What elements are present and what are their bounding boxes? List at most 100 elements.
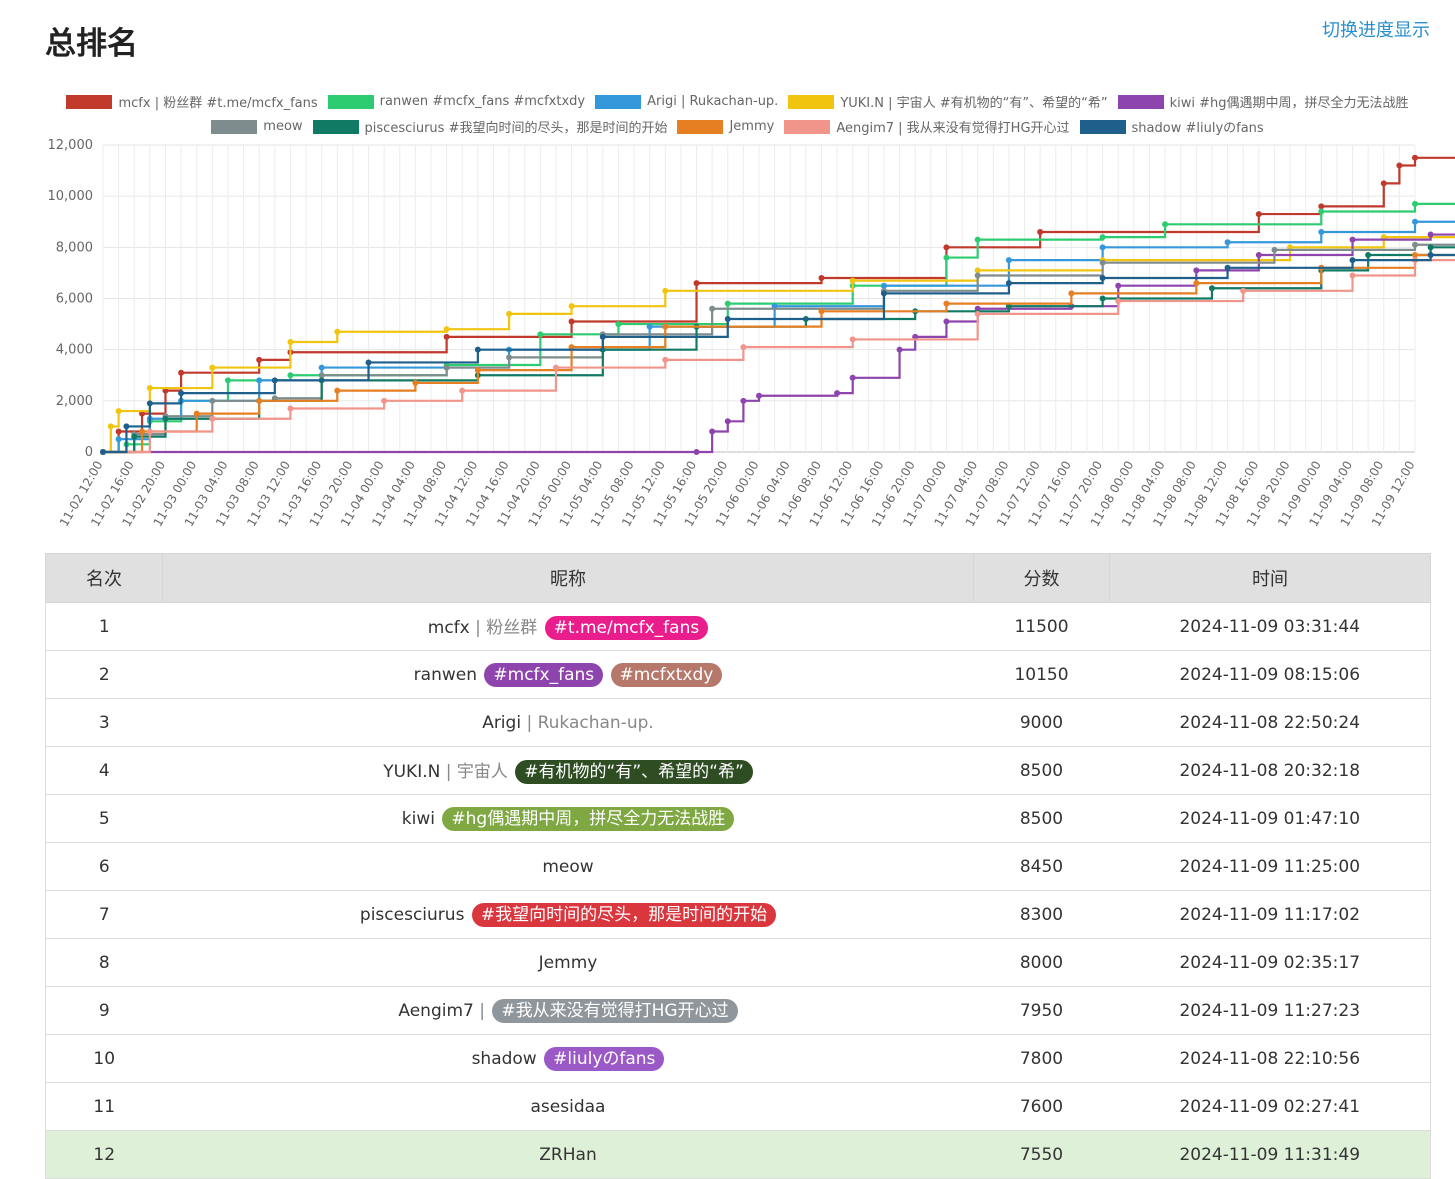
name-cell: Aengim7 | #我从来没有觉得打HG开心过 — [162, 986, 974, 1035]
series-point — [1240, 287, 1247, 294]
series-point — [115, 436, 122, 443]
series-point — [1412, 200, 1418, 207]
series-point — [1427, 252, 1434, 259]
series-point — [974, 236, 981, 243]
series-point — [1005, 257, 1012, 264]
time-cell: 2024-11-09 03:31:44 — [1109, 602, 1431, 651]
series-point — [474, 367, 481, 374]
series-point — [1412, 218, 1418, 225]
tag-badge: #我望向时间的尽头，那是时间的开始 — [471, 902, 777, 927]
player-name: Aengim7 — [398, 1000, 474, 1021]
player-name: mcfx — [427, 618, 470, 638]
series-point — [193, 410, 200, 417]
legend-item[interactable]: piscesciurus #我望向时间的尽头，那是时间的开始 — [312, 117, 667, 136]
legend-swatch — [1079, 119, 1126, 134]
series-point — [880, 290, 887, 297]
series-point — [443, 326, 450, 333]
name-cell: Arigi | Rukachan-up. — [162, 698, 974, 747]
series-point — [224, 377, 231, 384]
legend-swatch — [66, 94, 113, 109]
legend-item[interactable]: Jemmy — [677, 117, 774, 136]
series-point — [271, 377, 278, 384]
tag-badge: #hg偶遇期中周，拼尽全力无法战胜 — [442, 806, 735, 831]
series-point — [318, 372, 325, 379]
score-cell: 9000 — [973, 698, 1110, 747]
time-cell: 2024-11-08 22:10:56 — [1109, 1034, 1431, 1083]
name-cell: shadow #liulyのfans — [162, 1034, 974, 1083]
score-cell: 11500 — [973, 602, 1110, 651]
series-point — [178, 369, 185, 376]
table-row: 6 meow 8450 2024-11-09 11:25:00 — [45, 842, 1431, 891]
series-point — [381, 397, 388, 404]
legend-swatch — [327, 94, 374, 109]
legend-label: Jemmy — [729, 119, 775, 134]
tag-badge: #liulyのfans — [544, 1046, 665, 1071]
series-point — [146, 400, 153, 407]
table-row: 5 kiwi #hg偶遇期中周，拼尽全力无法战胜 8500 2024-11-09 01… — [45, 794, 1431, 843]
player-name: Arigi — [482, 712, 522, 733]
name-cell: kiwi #hg偶遇期中周，拼尽全力无法战胜 — [162, 794, 974, 843]
series-point — [974, 272, 981, 279]
y-tick-label: 0 — [85, 445, 93, 460]
table-row: 4 YUKI.N | 宇宙人 #有机物的“有”、希望的“希” 8500 2024-11… — [45, 746, 1431, 795]
rank-cell: 4 — [45, 746, 163, 795]
player-subtitle: | — [473, 1000, 485, 1021]
legend-label: YUKI.N | 宇宙人 #有机物的“有”、希望的“希” — [840, 96, 1108, 111]
series-point — [506, 354, 513, 361]
series-line — [103, 259, 1455, 454]
legend-label: kiwi #hg偶遇期中周，拼尽全力无法战胜 — [1169, 96, 1409, 111]
series-point — [974, 310, 981, 317]
table-row: 2 ranwen #mcfx_fans #mcfxtxdy 10150 2024-11… — [45, 650, 1431, 699]
series-point — [1412, 154, 1418, 161]
table-header-row: 名次 昵称 分数 时间 — [45, 553, 1431, 603]
series-point — [1349, 257, 1356, 264]
series-line — [103, 253, 1455, 454]
ranking-table: 名次 昵称 分数 时间 1 mcfx | 粉丝群 #t.me/mcfx_fans 1… — [45, 553, 1431, 1179]
series-point — [506, 310, 513, 317]
player-name: YUKI.N — [383, 762, 441, 782]
player-name: piscesciurus — [359, 904, 465, 925]
series-point — [209, 364, 216, 371]
series-point — [724, 315, 731, 322]
score-chart: 0 2,000 4,000 6,000 8,000 10,000 12,000 11-02 1… — [0, 86, 1455, 536]
legend-swatch — [312, 119, 359, 134]
legend-swatch — [595, 94, 642, 109]
legend-swatch — [677, 119, 724, 134]
legend-item[interactable]: meow — [211, 117, 303, 136]
rank-cell: 9 — [45, 986, 163, 1035]
table-row: 11 asesidaa 7600 2024-11-09 02:27:41 — [45, 1082, 1431, 1131]
legend-item[interactable]: Aengim7 | 我从来没有觉得打HG开心过 — [784, 117, 1070, 136]
time-cell: 2024-11-08 20:32:18 — [1109, 746, 1431, 795]
legend-item[interactable]: Arigi | Rukachan-up. — [595, 92, 778, 111]
time-cell: 2024-11-09 01:47:10 — [1109, 794, 1431, 843]
legend-item[interactable]: kiwi #hg偶遇期中周，拼尽全力无法战胜 — [1117, 92, 1409, 111]
legend-item[interactable]: YUKI.N | 宇宙人 #有机物的“有”、希望的“希” — [788, 92, 1108, 111]
time-cell: 2024-11-09 08:15:06 — [1109, 650, 1431, 699]
player-name: shadow — [471, 1048, 537, 1069]
series-point — [443, 333, 450, 340]
legend-item[interactable]: mcfx | 粉丝群 #t.me/mcfx_fans — [66, 92, 318, 111]
legend-item[interactable]: ranwen #mcfx_fans #mcfxtxdy — [327, 92, 585, 111]
series-point — [834, 390, 841, 397]
series-point — [1162, 221, 1169, 228]
toggle-progress-link[interactable]: 切换进度显示 — [1322, 20, 1430, 41]
series-point — [1068, 290, 1075, 297]
series-point — [287, 405, 294, 412]
table-row: 9 Aengim7 | #我从来没有觉得打HG开心过 7950 2024-11-09 … — [45, 986, 1431, 1035]
series-point — [1255, 211, 1262, 218]
legend-item[interactable]: shadow #liulyのfans — [1079, 117, 1264, 136]
y-tick-label: 8,000 — [56, 240, 93, 255]
time-cell: 2024-11-08 22:50:24 — [1109, 698, 1431, 747]
player-name: ranwen — [413, 664, 477, 685]
series-point — [115, 408, 122, 415]
time-cell: 2024-11-09 02:27:41 — [1109, 1082, 1431, 1131]
series-point — [662, 356, 669, 363]
score-cell: 10150 — [973, 650, 1110, 699]
series-point — [318, 364, 325, 371]
series-point — [537, 331, 544, 338]
legend-label: meow — [263, 119, 303, 134]
series-point — [693, 280, 700, 287]
series-point — [1193, 267, 1200, 274]
player-subtitle: | 粉丝群 — [469, 618, 538, 638]
y-tick-label: 12,000 — [48, 138, 94, 153]
